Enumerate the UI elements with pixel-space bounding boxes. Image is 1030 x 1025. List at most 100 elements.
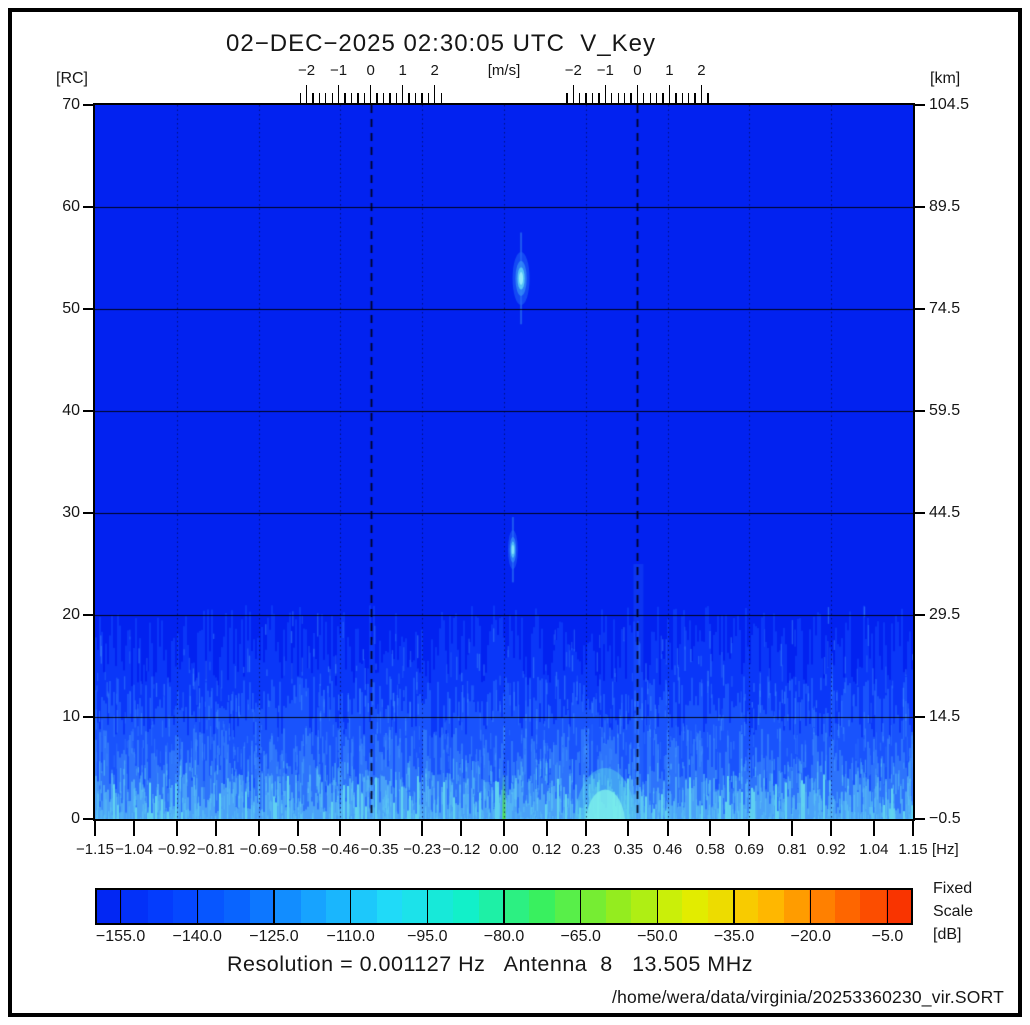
x-axis-tick-label: −0.12 xyxy=(442,841,481,858)
colorbar-tick-label: −110.0 xyxy=(326,928,375,945)
doppler-spectrum-plot xyxy=(93,103,915,821)
colorbar-tick xyxy=(656,889,659,924)
y-axis-tick xyxy=(83,716,95,718)
colorbar-mode-label-line1: Fixed xyxy=(933,880,973,897)
bottom-axis-unit-label: [Hz] xyxy=(932,841,959,858)
x-axis-tick xyxy=(94,819,96,836)
x-axis-tick-label: 0.58 xyxy=(695,841,725,858)
y-axis-tick-label: 50 xyxy=(62,300,80,317)
colorbar-segment xyxy=(147,890,174,923)
km-axis-tick xyxy=(913,410,925,412)
ruler-minor-tick xyxy=(382,93,385,103)
x-axis-tick-label: 0.69 xyxy=(734,841,764,858)
x-axis-tick xyxy=(339,819,342,836)
colorbar-segment xyxy=(834,890,861,923)
colorbar-segment xyxy=(122,890,148,923)
x-axis-tick-label: −0.35 xyxy=(360,841,399,858)
left-axis-unit-label: [RC] xyxy=(56,70,88,87)
ruler-major-tick xyxy=(700,85,703,103)
y-axis-tick-label: 60 xyxy=(62,198,80,215)
y-axis-tick xyxy=(83,206,95,208)
x-axis-tick xyxy=(872,819,875,836)
colorbar-segment xyxy=(554,890,581,923)
ruler-tick-label: 1 xyxy=(665,62,674,79)
y-axis-tick-label: 40 xyxy=(62,402,80,419)
colorbar-segment xyxy=(809,890,835,923)
top-axis-unit-label: [m/s] xyxy=(487,62,521,79)
colorbar-segment xyxy=(453,890,479,923)
ruler-major-tick xyxy=(604,85,607,103)
colorbar-tick xyxy=(426,889,428,924)
colorbar-tick xyxy=(273,889,275,924)
y-axis-tick xyxy=(83,512,95,514)
colorbar-segment xyxy=(97,890,123,923)
colorbar-mode-label-line2: Scale xyxy=(933,903,974,920)
colorbar-segment xyxy=(300,890,326,923)
colorbar xyxy=(95,888,913,925)
colorbar-segment xyxy=(198,890,225,923)
resolution-info-line: Resolution = 0.001127 Hz Antenna 8 13.50… xyxy=(227,952,753,976)
ruler-minor-tick xyxy=(694,93,696,103)
x-axis-tick-label: 1.04 xyxy=(859,841,889,858)
km-axis-tick-label: 44.5 xyxy=(929,504,961,521)
ruler-major-tick xyxy=(370,85,372,103)
x-axis-tick-label: 0.81 xyxy=(777,841,807,858)
x-axis-tick xyxy=(503,819,505,836)
x-axis-tick xyxy=(460,819,463,836)
y-axis-tick xyxy=(83,104,95,106)
colorbar-segment xyxy=(605,890,632,923)
ruler-minor-tick xyxy=(566,93,568,103)
colorbar-segment xyxy=(885,890,911,923)
colorbar-segment xyxy=(427,890,454,923)
ruler-minor-tick xyxy=(655,93,658,103)
ruler-minor-tick xyxy=(662,93,664,103)
colorbar-tick-label: −50.0 xyxy=(637,928,678,945)
ruler-minor-tick xyxy=(649,93,651,103)
km-axis-tick xyxy=(913,512,925,514)
colorbar-segment xyxy=(351,890,377,923)
ruler-minor-tick xyxy=(357,93,359,103)
y-axis-tick xyxy=(83,410,95,412)
colorbar-tick xyxy=(886,889,889,924)
ruler-minor-tick xyxy=(598,93,600,103)
ruler-tick-label: 0 xyxy=(633,62,642,79)
ruler-tick-label: 0 xyxy=(366,62,375,79)
ruler-minor-tick xyxy=(350,93,353,103)
ruler-minor-tick xyxy=(299,93,301,103)
ruler-tick-label: −1 xyxy=(330,62,348,79)
km-axis-tick-label: 104.5 xyxy=(929,96,970,113)
x-axis-tick xyxy=(421,819,424,836)
x-axis-tick xyxy=(912,819,914,836)
colorbar-unit-label: [dB] xyxy=(933,926,962,943)
colorbar-tick-label: −155.0 xyxy=(95,928,146,945)
y-axis-tick xyxy=(83,818,95,820)
km-axis-tick-label: 14.5 xyxy=(929,708,961,725)
file-path: /home/wera/data/virginia/20253360230_vir… xyxy=(612,987,1004,1007)
y-axis-tick-label: 10 xyxy=(62,708,80,725)
colorbar-tick-label: −35.0 xyxy=(713,928,755,945)
ruler-minor-tick xyxy=(440,93,442,103)
ruler-tick-label: 2 xyxy=(430,62,439,79)
ruler-minor-tick xyxy=(643,93,645,103)
x-axis-tick xyxy=(175,819,178,836)
x-axis-tick-label: 0.35 xyxy=(613,841,644,858)
x-axis-tick xyxy=(133,819,136,836)
ruler-minor-tick xyxy=(414,93,417,103)
colorbar-tick-label: −140.0 xyxy=(172,928,222,945)
km-axis-tick xyxy=(913,614,925,616)
ruler-minor-tick xyxy=(579,93,581,103)
colorbar-segment xyxy=(783,890,810,923)
x-axis-tick-label: 1.15 xyxy=(898,841,928,858)
colorbar-segment xyxy=(758,890,784,923)
x-axis-tick xyxy=(627,819,630,836)
x-axis-tick-label: −0.58 xyxy=(278,841,317,858)
ruler-minor-tick xyxy=(591,93,594,103)
y-axis-tick xyxy=(83,614,95,616)
km-axis-tick-label: 59.5 xyxy=(929,402,961,419)
x-axis-tick-label: 0.23 xyxy=(571,841,601,858)
km-axis-tick-label: 89.5 xyxy=(929,198,961,215)
colorbar-segment xyxy=(249,890,276,923)
x-axis-tick xyxy=(545,819,548,836)
colorbar-segment xyxy=(275,890,301,923)
ruler-minor-tick xyxy=(585,93,587,103)
